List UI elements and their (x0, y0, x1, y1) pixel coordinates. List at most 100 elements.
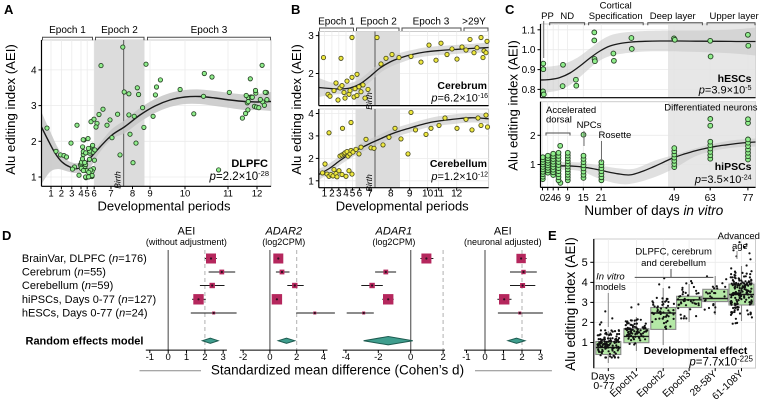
svg-text:Developmental periods: Developmental periods (336, 199, 469, 214)
svg-text:7: 7 (108, 189, 113, 200)
svg-text:ND: ND (560, 11, 574, 22)
svg-text:-1: -1 (462, 352, 470, 363)
svg-text:hESCs, Days 0-77 (n=24): hESCs, Days 0-77 (n=24) (22, 308, 148, 320)
svg-text:NPCs: NPCs (577, 120, 602, 131)
svg-text:E: E (548, 228, 557, 243)
svg-text:6: 6 (92, 189, 97, 200)
svg-text:0: 0 (408, 352, 413, 363)
svg-text:Epoch 1: Epoch 1 (49, 25, 86, 36)
svg-text:2: 2 (440, 352, 445, 363)
svg-text:2: 2 (545, 193, 551, 204)
svg-text:>29Y: >29Y (462, 17, 486, 28)
svg-text:2: 2 (31, 137, 37, 148)
svg-text:Days: Days (591, 371, 615, 383)
svg-text:49: 49 (669, 193, 681, 204)
svg-text:0.8: 0.8 (522, 85, 536, 96)
svg-text:3: 3 (221, 352, 226, 363)
svg-text:1: 1 (530, 160, 536, 171)
svg-text:3: 3 (308, 31, 314, 42)
svg-text:-1: -1 (146, 352, 154, 363)
svg-text:5: 5 (582, 257, 588, 269)
svg-text:9: 9 (407, 189, 413, 200)
svg-text:DLPFC: DLPFC (231, 158, 268, 170)
svg-text:-4: -4 (342, 352, 350, 363)
svg-text:Cortical: Cortical (600, 1, 632, 12)
svg-text:5: 5 (350, 189, 356, 200)
svg-text:8: 8 (130, 189, 135, 200)
svg-text:9: 9 (147, 189, 152, 200)
svg-text:1: 1 (308, 176, 314, 187)
svg-text:Random effects model: Random effects model (26, 335, 144, 347)
svg-text:4: 4 (78, 189, 83, 200)
svg-text:p=3.5×10-24: p=3.5×10-24 (694, 174, 752, 186)
svg-text:Birth: Birth (113, 171, 123, 189)
svg-text:3: 3 (69, 189, 74, 200)
svg-text:4: 4 (308, 109, 314, 120)
svg-text:0: 0 (540, 193, 546, 204)
svg-text:4: 4 (321, 352, 326, 363)
svg-text:ADAR1: ADAR1 (375, 226, 413, 238)
svg-text:2: 2 (294, 352, 299, 363)
svg-text:Rosette: Rosette (599, 130, 632, 141)
svg-text:hiPSCs: hiPSCs (715, 161, 752, 173)
svg-text:Accelerated: Accelerated (546, 105, 596, 116)
svg-text:1: 1 (31, 173, 37, 184)
svg-text:p=2.2×10-28: p=2.2×10-28 (209, 169, 269, 183)
svg-text:DLPFC, cerebrum: DLPFC, cerebrum (635, 247, 712, 258)
svg-text:2: 2 (519, 352, 524, 363)
svg-text:1: 1 (582, 337, 588, 349)
svg-text:p=3.9×10-5: p=3.9×10-5 (698, 85, 752, 97)
svg-text:Number of days in vitro: Number of days in vitro (584, 203, 723, 218)
svg-text:Alu editing index (AEI): Alu editing index (AEI) (3, 44, 18, 174)
svg-text:Birth: Birth (364, 92, 374, 110)
svg-text:6: 6 (357, 189, 363, 200)
svg-text:0: 0 (267, 352, 272, 363)
svg-text:BrainVar, DLPFC (n=176): BrainVar, DLPFC (n=176) (22, 253, 147, 265)
svg-text:12: 12 (451, 189, 463, 200)
svg-text:-2: -2 (374, 352, 382, 363)
svg-text:4: 4 (31, 65, 37, 76)
svg-text:p=1.2×10-12: p=1.2×10-12 (430, 171, 488, 183)
svg-text:A: A (4, 2, 14, 17)
svg-text:2: 2 (329, 189, 335, 200)
svg-text:Epoch 2: Epoch 2 (101, 25, 138, 36)
svg-text:Epoch 3: Epoch 3 (413, 17, 450, 28)
svg-text:5: 5 (85, 189, 90, 200)
svg-text:1: 1 (184, 352, 189, 363)
svg-text:77: 77 (742, 193, 754, 204)
svg-text:4: 4 (582, 277, 588, 289)
svg-text:hiPSCs, Days 0-77 (n=127): hiPSCs, Days 0-77 (n=127) (22, 294, 156, 306)
svg-text:Standardized mean difference (: Standardized mean difference (Cohen’s d) (211, 363, 464, 378)
svg-text:10: 10 (180, 189, 191, 200)
svg-text:0.9: 0.9 (522, 65, 536, 76)
svg-text:11: 11 (223, 189, 233, 200)
svg-text:10: 10 (422, 189, 434, 200)
svg-text:15: 15 (578, 193, 590, 204)
svg-text:2: 2 (202, 352, 207, 363)
svg-text:Epoch 2: Epoch 2 (360, 17, 397, 28)
svg-text:dorsal: dorsal (546, 115, 572, 126)
svg-text:Differentiated neurons: Differentiated neurons (664, 103, 758, 114)
svg-text:0-77: 0-77 (593, 380, 614, 392)
svg-text:12: 12 (252, 189, 263, 200)
svg-text:ADAR2: ADAR2 (264, 226, 302, 238)
svg-text:(log2CPM): (log2CPM) (372, 237, 415, 247)
svg-text:Alu editing index (AEI): Alu editing index (AEI) (563, 237, 578, 371)
svg-text:3: 3 (336, 189, 342, 200)
svg-text:1: 1 (322, 189, 328, 200)
svg-text:hESCs: hESCs (718, 73, 752, 85)
svg-text:Developmental periods: Developmental periods (98, 199, 231, 214)
svg-text:3: 3 (31, 101, 37, 112)
svg-text:4: 4 (550, 193, 556, 204)
svg-text:(neuronal adjusted): (neuronal adjusted) (464, 237, 542, 247)
svg-text:and cerebellum: and cerebellum (641, 258, 706, 269)
svg-text:Epoch 1: Epoch 1 (318, 17, 355, 28)
svg-text:models: models (595, 282, 626, 293)
svg-text:AEI: AEI (494, 226, 512, 238)
svg-text:1.0: 1.0 (522, 45, 536, 56)
svg-text:63: 63 (705, 193, 717, 204)
svg-text:-2: -2 (239, 352, 247, 363)
svg-text:Alu editing index (AEI): Alu editing index (AEI) (506, 40, 521, 170)
svg-text:1.1: 1.1 (522, 25, 536, 36)
svg-text:Upper layer: Upper layer (710, 11, 759, 22)
